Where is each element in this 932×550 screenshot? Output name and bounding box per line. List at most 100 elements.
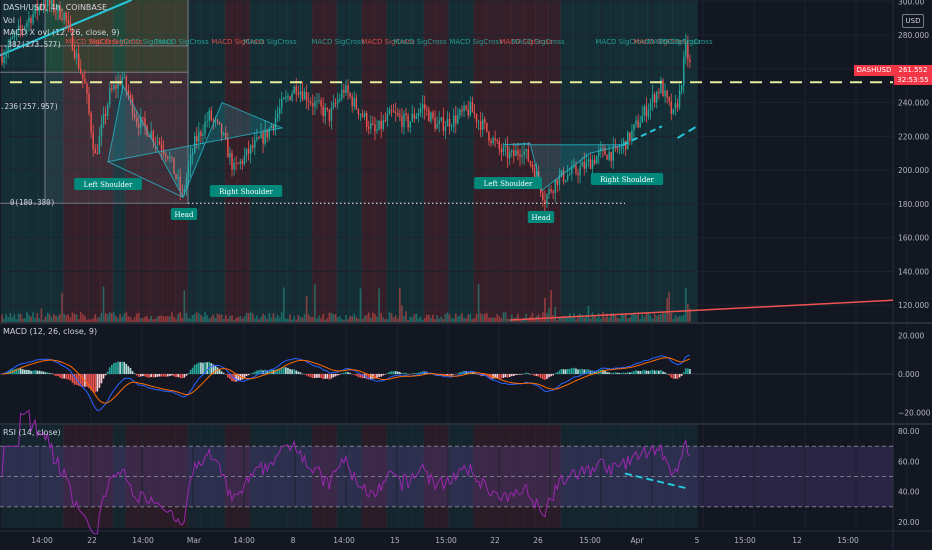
macd-histogram-bar (469, 371, 472, 374)
macd-histogram-bar (129, 368, 132, 374)
candle-body (405, 113, 407, 116)
macd-histogram-bar (119, 361, 121, 374)
macd-histogram-bar (687, 368, 689, 374)
volume-bar (608, 317, 610, 322)
macd-cross-label: MACD SigCross (211, 38, 265, 46)
volume-bar (276, 315, 279, 322)
candle-body (515, 150, 517, 156)
volume-bar (140, 318, 142, 322)
left-shoulder-label-text: Left Shoulder (84, 181, 133, 189)
volume-bar (204, 312, 206, 322)
volume-bar (243, 316, 246, 322)
volume-bar (568, 313, 571, 322)
macd-histogram-bar (401, 373, 403, 374)
candle-body (401, 116, 403, 127)
macd-histogram-bar (330, 374, 333, 379)
candle-body (517, 150, 519, 155)
candle-body (448, 118, 451, 128)
macd-histogram-bar (251, 372, 254, 374)
macd-histogram-bar (135, 374, 138, 376)
candle-body (121, 77, 123, 85)
candle-body (587, 159, 590, 162)
candle-body (388, 109, 391, 115)
candle-body (488, 131, 490, 141)
volume-bar (28, 314, 30, 322)
macd-histogram-bar (332, 374, 335, 378)
volume-bar (148, 319, 150, 322)
macd-histogram-bar (278, 368, 281, 374)
macd-histogram-bar (616, 372, 619, 374)
macd-histogram-bar (268, 370, 271, 374)
candle-body (629, 132, 631, 141)
volume-bar (521, 319, 523, 322)
candle-body (624, 140, 627, 150)
candle-body (46, 0, 49, 7)
macd-histogram-bar (639, 371, 642, 374)
right-shoulder-label-text: Right Shoulder (219, 188, 273, 196)
macd-histogram-bar (579, 369, 581, 374)
volume-bar (320, 318, 322, 322)
rsi-pane-title[interactable]: RSI (14, close) (3, 428, 61, 437)
macd-cross-label: MACD SigCross (89, 38, 143, 46)
macd-histogram-bar (198, 362, 200, 374)
volume-bar (662, 312, 664, 322)
macd-histogram-bar (529, 373, 532, 375)
candle-body (343, 89, 345, 93)
right-shoulder-label-text: Right Shoulder (600, 176, 654, 184)
volume-bar (361, 319, 364, 322)
candle-body (229, 153, 231, 158)
volume-bar (239, 315, 242, 322)
trend-zone (274, 0, 288, 322)
macd-histogram-bar (65, 374, 68, 380)
macd-histogram-bar (680, 374, 683, 376)
macd-histogram-bar (475, 373, 478, 375)
currency-badge[interactable]: USD (902, 14, 924, 28)
pattern-edge (107, 161, 184, 198)
candle-body (256, 137, 258, 141)
volume-bar (13, 314, 16, 322)
volume-bar (11, 317, 14, 322)
macd-histogram-bar (384, 374, 387, 375)
macd-cross-label: MACD SigCross (119, 38, 173, 46)
candle-body (471, 101, 474, 113)
symbol-title[interactable]: DASH/USD, 4h, COINBASE (3, 3, 108, 12)
macd-histogram-bar (461, 371, 463, 374)
macd-cross-legend[interactable]: MACD X ovl (12, 26, close, 9) (3, 28, 120, 37)
volume-bar (260, 316, 262, 322)
candle-body (452, 115, 455, 127)
trend-zone (448, 0, 462, 322)
volume-bar (556, 319, 559, 322)
left-shoulder-label-bg (474, 177, 542, 189)
candle-body (185, 178, 188, 190)
volume-bar (108, 312, 111, 322)
volume-bar (345, 314, 347, 322)
candle-body (289, 96, 291, 101)
macd-histogram-bar (502, 374, 505, 378)
volume-bar (258, 319, 260, 322)
macd-pane-title[interactable]: MACD (12, 26, close, 9) (3, 327, 98, 336)
volume-bar (682, 314, 685, 322)
head-shoulders-patterns[interactable]: Left Shoulder Head Right Shoulder Left Shou… (10, 81, 893, 223)
candle-body (477, 120, 480, 122)
candle-body (220, 123, 223, 135)
volume-bar (481, 314, 484, 322)
candle-body (494, 138, 496, 141)
macd-histogram-bar (581, 368, 584, 374)
macd-histogram-bar (19, 368, 22, 374)
candle-body (307, 101, 310, 103)
candle-body (506, 146, 509, 159)
candle-body (525, 149, 527, 152)
macd-histogram-bar (324, 374, 327, 379)
volume-legend[interactable]: Vol (3, 16, 15, 25)
volume-bar (32, 312, 34, 322)
macd-histogram-bar (411, 373, 414, 374)
volume-bar (305, 296, 308, 322)
volume-bar (423, 318, 426, 322)
candle-body (336, 100, 339, 104)
macd-histogram-bar (164, 374, 167, 377)
macd-histogram-bar (193, 364, 196, 374)
volume-bar (61, 292, 63, 322)
time-tick-label: 14:00 (333, 536, 355, 545)
macd-histogram-bar (328, 374, 331, 380)
